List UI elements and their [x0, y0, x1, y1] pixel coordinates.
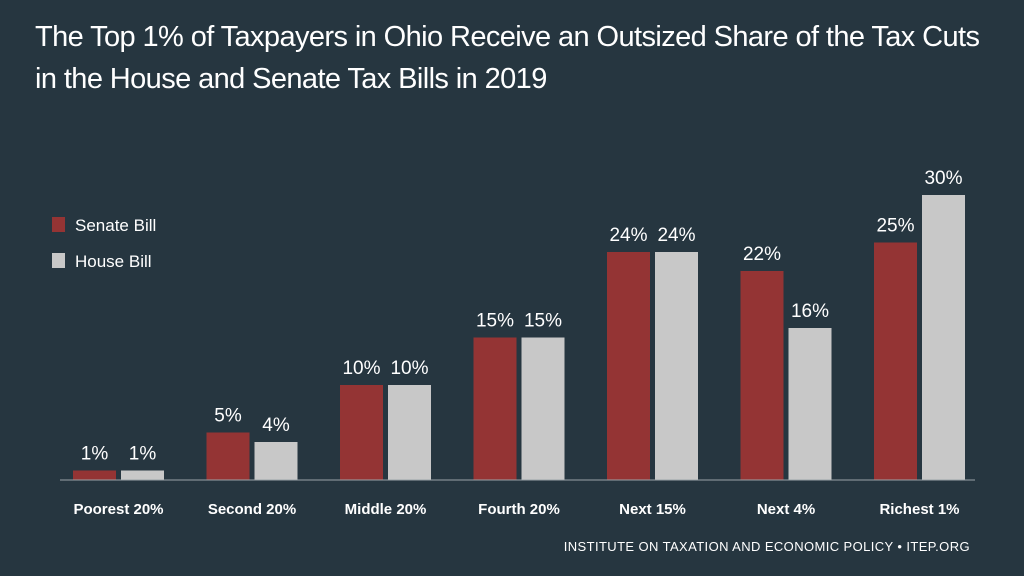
category-labels-group: Poorest 20% Second 20% Middle 20% Fourth 20…: [73, 501, 959, 518]
category-label-5: Next 15%: [619, 501, 686, 518]
category-label-2: Second 20%: [208, 501, 296, 518]
value-label-house-bill-2: 4%: [262, 415, 290, 436]
value-label-house-bill-7: 30%: [924, 168, 962, 189]
value-label-senate-bill-6: 22%: [743, 244, 781, 265]
bar-house-bill-4: [521, 337, 565, 480]
legend: Senate Bill House Bill: [52, 216, 156, 271]
bar-house-bill-3: [388, 385, 431, 480]
category-label-7: Richest 1%: [879, 501, 959, 518]
value-label-house-bill-6: 16%: [791, 301, 829, 322]
legend-label-senate-bill: Senate Bill: [75, 216, 156, 235]
category-label-4: Fourth 20%: [478, 501, 560, 518]
value-label-house-bill-1: 1%: [129, 444, 157, 465]
bar-senate-bill-5: [607, 252, 650, 480]
value-label-senate-bill-2: 5%: [214, 406, 242, 427]
bar-house-bill-2: [254, 442, 298, 480]
bar-house-bill-5: [655, 252, 698, 480]
bar-senate-bill-3: [340, 385, 383, 480]
value-label-house-bill-4: 15%: [524, 311, 562, 332]
value-label-senate-bill-7: 25%: [876, 216, 914, 237]
bar-senate-bill-6: [740, 271, 784, 480]
category-label-1: Poorest 20%: [73, 501, 163, 518]
legend-label-house-bill: House Bill: [75, 252, 152, 271]
category-label-3: Middle 20%: [345, 501, 427, 518]
legend-swatch-house-bill: [52, 253, 65, 268]
bar-senate-bill-2: [206, 432, 250, 480]
chart-title: The Top 1% of Taxpayers in Ohio Receive …: [35, 21, 980, 95]
bar-senate-bill-1: [73, 470, 116, 480]
source-footer: INSTITUTE ON TAXATION AND ECONOMIC POLIC…: [563, 539, 970, 554]
value-label-house-bill-3: 10%: [390, 358, 428, 379]
value-label-senate-bill-1: 1%: [81, 444, 109, 465]
bars-group: [73, 195, 965, 480]
value-label-senate-bill-4: 15%: [476, 311, 514, 332]
value-label-house-bill-5: 24%: [657, 225, 695, 246]
legend-swatch-senate-bill: [52, 217, 65, 232]
bar-house-bill-6: [788, 328, 832, 480]
bar-senate-bill-7: [874, 242, 917, 480]
value-label-senate-bill-3: 10%: [342, 358, 380, 379]
category-label-6: Next 4%: [757, 501, 815, 518]
value-labels-group: 1% 1% 5% 4% 10% 10% 15% 15% 24% 24% 22% 16% 25% 30%: [81, 168, 963, 465]
bar-senate-bill-4: [473, 337, 517, 480]
bar-house-bill-1: [121, 470, 164, 480]
bar-house-bill-7: [922, 195, 965, 480]
value-label-senate-bill-5: 24%: [609, 225, 647, 246]
